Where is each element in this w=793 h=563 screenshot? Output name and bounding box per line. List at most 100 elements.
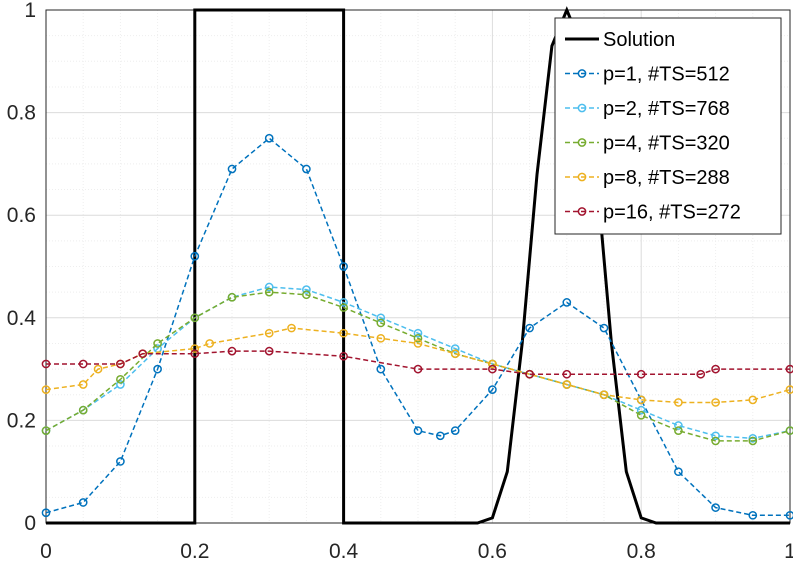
x-tick-label: 0.6 [478, 540, 507, 563]
data-point [376, 333, 386, 343]
legend-label: Solution [603, 29, 675, 51]
data-point [450, 344, 460, 353]
data-point [376, 318, 386, 328]
data-point [227, 346, 237, 356]
data-point [116, 359, 125, 369]
data-point [599, 390, 609, 400]
x-tick-label: 0 [40, 540, 52, 563]
data-point [413, 333, 423, 343]
x-tick-label: 1 [784, 540, 793, 563]
data-point [450, 349, 460, 359]
data-point [488, 359, 497, 369]
data-point [450, 426, 460, 436]
data-point [711, 364, 720, 374]
data-point [153, 339, 162, 348]
data-point [138, 349, 148, 359]
data-point [748, 510, 758, 520]
series-line [46, 6, 790, 525]
y-tick-label: 0.8 [7, 102, 36, 125]
data-point [205, 339, 215, 348]
legend: Solution p=1, #TS=512 p=2, #TS=768 p=4, #TS… [554, 17, 782, 235]
data-point [78, 405, 88, 415]
legend-label: p=16, #TS=272 [603, 202, 741, 224]
data-point [78, 498, 88, 507]
y-tick-label: 1 [24, 0, 36, 22]
data-point [78, 359, 88, 369]
data-point [525, 369, 534, 379]
data-point [413, 364, 423, 374]
data-point [748, 434, 758, 443]
data-point [264, 346, 274, 356]
axes: 0 0.2 0.4 0.6 0.8 1 0 0.2 0.4 0.6 0.8 1 [7, 0, 793, 563]
series-line [45, 286, 791, 440]
data-point [264, 328, 274, 338]
data-point [525, 323, 534, 333]
data-point [636, 369, 646, 379]
data-point [674, 426, 683, 436]
data-point [41, 359, 51, 369]
data-point [376, 313, 386, 323]
legend-marker [577, 103, 587, 113]
data-point [413, 339, 423, 348]
data-point [636, 405, 646, 415]
data-point [696, 369, 706, 379]
data-point [339, 303, 348, 312]
data-point [339, 262, 348, 271]
legend-marker [577, 172, 587, 182]
data-point [711, 398, 720, 407]
data-point [190, 251, 200, 261]
x-tick-label: 0.2 [180, 540, 209, 563]
data-point [41, 385, 51, 394]
data-point [190, 313, 200, 323]
data-point [562, 380, 572, 389]
data-point [599, 323, 609, 333]
data-point [785, 385, 793, 394]
y-tick-label: 0.4 [7, 307, 37, 330]
data-point [153, 364, 162, 374]
data-point [116, 380, 125, 389]
series-line [45, 327, 791, 404]
data-point [339, 298, 348, 307]
data-point [116, 457, 125, 466]
data-point [227, 292, 237, 302]
data-point [339, 351, 348, 361]
data-point [785, 364, 793, 374]
data-point [339, 328, 348, 338]
data-point [674, 421, 683, 430]
data-point [302, 285, 311, 294]
y-tick-label: 0 [24, 512, 36, 535]
legend-box [554, 17, 782, 235]
data-point [413, 328, 423, 338]
data-point [562, 369, 572, 379]
data-point [302, 164, 311, 174]
data-point [674, 467, 683, 477]
data-point [636, 410, 646, 420]
data-point [78, 380, 88, 389]
data-point [116, 375, 125, 384]
data-point [785, 426, 793, 436]
data-point [264, 133, 274, 143]
data-point [413, 426, 423, 436]
data-point [190, 344, 200, 353]
data-point [93, 364, 103, 374]
series-line [46, 350, 790, 375]
data-point [748, 436, 758, 446]
legend-label: p=2, #TS=768 [603, 98, 730, 120]
data-point [264, 282, 274, 292]
data-point [190, 349, 200, 359]
x-tick-label: 0.4 [329, 540, 359, 563]
y-tick-label: 0.2 [7, 409, 36, 432]
data-point [287, 323, 296, 333]
legend-label: p=1, #TS=512 [603, 64, 730, 86]
data-point [562, 298, 572, 307]
data-point [711, 436, 720, 446]
data-point [748, 395, 758, 405]
x-tick-label: 0.8 [627, 540, 656, 563]
data-point [41, 426, 51, 436]
data-point [264, 287, 274, 297]
series-line [45, 137, 790, 517]
legend-label: p=8, #TS=288 [603, 167, 730, 189]
legend-marker [577, 69, 587, 78]
data-point [488, 385, 497, 394]
